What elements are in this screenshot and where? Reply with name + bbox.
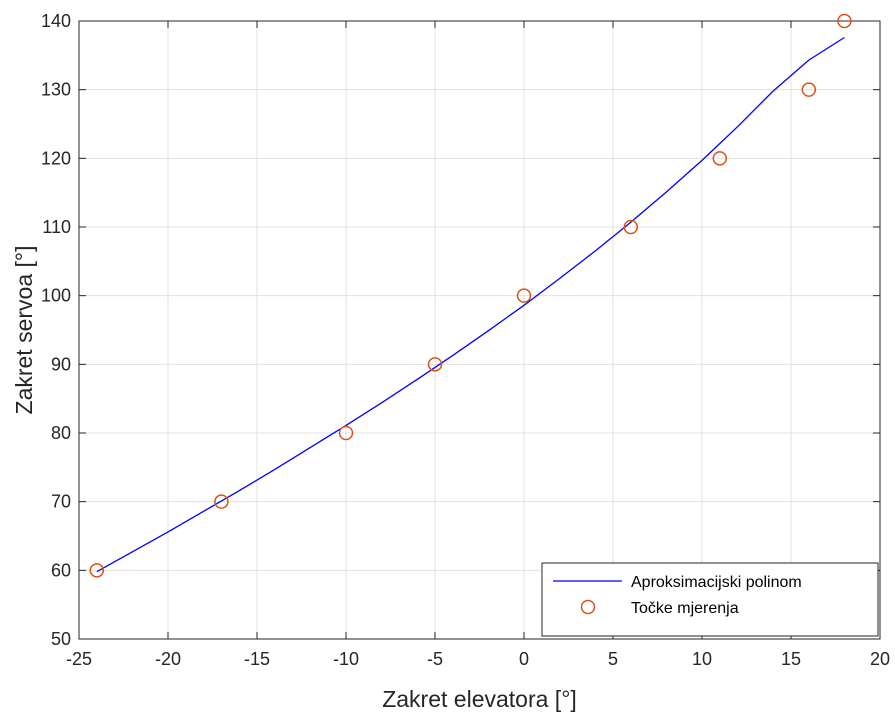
legend-marker-swatch [580,599,596,615]
legend: Aproksimacijski polinom Točke mjerenja [541,562,879,637]
data-point [427,357,443,372]
data-point [623,219,639,235]
legend-label-polinom: Aproksimacijski polinom [631,574,802,591]
y-tick-label: 90 [51,354,71,374]
legend-box [541,562,879,637]
plot-area [78,20,881,640]
x-tick-label: -15 [244,649,270,669]
series-layer [89,13,852,578]
y-tick-label: 60 [51,560,71,580]
y-axis-label: Zakret servoa [°] [11,246,37,415]
x-tick-label: 0 [519,649,529,669]
x-tick-label: -5 [427,649,443,669]
x-tick-label: -20 [155,649,181,669]
data-point [89,563,105,578]
data-point [516,288,532,303]
data-point [837,13,852,29]
x-tick-label: 15 [781,649,801,669]
y-tick-label: 70 [51,492,71,512]
y-tick-label: 50 [51,629,71,649]
grid [79,21,880,639]
data-point [338,425,354,441]
x-axis-label: Zakret elevatora [°] [382,686,577,712]
data-point [712,151,728,166]
y-tick-label: 130 [41,80,71,100]
x-tick-label: 10 [692,649,712,669]
y-tick-label: 140 [41,11,71,31]
axis-ticks: -25 -20 -15 -10 -5 0 5 10 15 20 50 60 70 80 90 100 110 12… [41,11,890,669]
y-tick-label: 80 [51,423,71,443]
x-tick-label: 5 [608,649,618,669]
y-tick-label: 100 [41,286,71,306]
x-tick-label: 20 [870,649,890,669]
x-tick-label: -25 [66,649,92,669]
data-point [214,494,229,509]
x-tick-label: -10 [333,649,359,669]
data-point [801,82,817,97]
y-tick-label: 110 [42,217,71,237]
legend-label-tocke: Točke mjerenja [631,600,739,617]
y-tick-label: 120 [41,148,71,168]
series-line-0 [96,36,845,573]
